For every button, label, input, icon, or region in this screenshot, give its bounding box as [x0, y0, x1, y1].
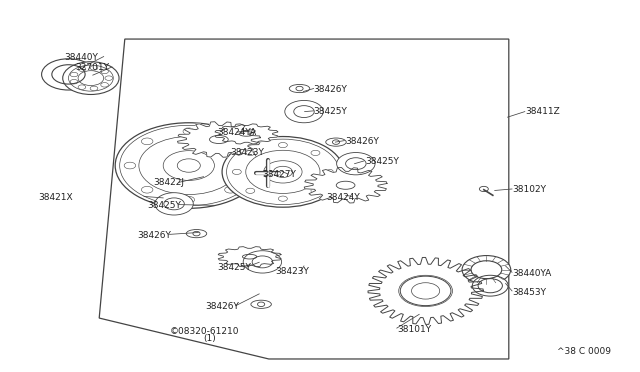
Text: 38423Y: 38423Y [230, 148, 264, 157]
Ellipse shape [326, 138, 346, 146]
Text: 32701Y: 32701Y [76, 63, 109, 72]
Circle shape [311, 188, 320, 193]
Text: 38422J: 38422J [154, 178, 184, 187]
Circle shape [324, 169, 333, 174]
Ellipse shape [251, 300, 271, 308]
Text: 38426Y: 38426Y [346, 137, 380, 146]
Text: 38421X: 38421X [38, 193, 73, 202]
Circle shape [70, 80, 78, 84]
Text: 38440Y: 38440Y [64, 53, 98, 62]
Circle shape [246, 150, 255, 155]
Polygon shape [215, 124, 278, 144]
Text: 38426Y: 38426Y [314, 85, 348, 94]
Circle shape [78, 85, 86, 89]
Circle shape [278, 196, 287, 201]
Polygon shape [218, 247, 281, 267]
Circle shape [115, 123, 262, 208]
Text: 38423Y: 38423Y [275, 267, 309, 276]
Circle shape [141, 138, 153, 145]
Text: 38424Y: 38424Y [326, 193, 360, 202]
Circle shape [70, 72, 78, 77]
Text: 38411Z: 38411Z [525, 107, 559, 116]
Circle shape [105, 76, 113, 80]
Circle shape [141, 186, 153, 193]
Circle shape [278, 142, 287, 148]
Text: 38453Y: 38453Y [512, 288, 546, 296]
Text: 38425Y: 38425Y [314, 107, 348, 116]
Circle shape [222, 137, 344, 207]
Circle shape [311, 150, 320, 155]
Circle shape [42, 59, 95, 90]
Text: 38425Y: 38425Y [365, 157, 399, 166]
Text: 38427Y: 38427Y [262, 170, 296, 179]
Text: 38426Y: 38426Y [138, 231, 172, 240]
Circle shape [100, 83, 108, 87]
Circle shape [90, 86, 98, 91]
Circle shape [124, 162, 136, 169]
Text: 38101Y: 38101Y [397, 325, 431, 334]
Circle shape [232, 169, 241, 174]
Text: (1): (1) [204, 334, 216, 343]
Circle shape [242, 162, 253, 169]
Circle shape [100, 69, 108, 74]
Circle shape [285, 100, 323, 123]
Circle shape [225, 138, 236, 145]
Circle shape [472, 275, 508, 296]
Circle shape [479, 186, 488, 192]
Text: ^38 C 0009: ^38 C 0009 [557, 347, 611, 356]
Text: 38102Y: 38102Y [512, 185, 546, 194]
Circle shape [78, 67, 86, 71]
Circle shape [337, 153, 375, 175]
Circle shape [225, 186, 236, 193]
Circle shape [462, 256, 511, 284]
Circle shape [90, 65, 98, 70]
Text: 38426Y: 38426Y [205, 302, 239, 311]
Ellipse shape [289, 84, 310, 93]
Text: 38425Y: 38425Y [147, 201, 181, 210]
Polygon shape [304, 167, 387, 203]
Ellipse shape [186, 230, 207, 238]
Circle shape [246, 188, 255, 193]
Text: 38424YA: 38424YA [218, 128, 257, 137]
Text: 38425Y: 38425Y [218, 263, 252, 272]
Circle shape [63, 62, 119, 94]
Circle shape [155, 193, 193, 215]
Circle shape [243, 251, 282, 273]
Polygon shape [368, 257, 483, 324]
Text: 38440YA: 38440YA [512, 269, 551, 278]
Circle shape [183, 196, 195, 203]
Polygon shape [177, 122, 260, 157]
Text: ©08320-61210: ©08320-61210 [170, 327, 239, 336]
Circle shape [183, 128, 195, 135]
